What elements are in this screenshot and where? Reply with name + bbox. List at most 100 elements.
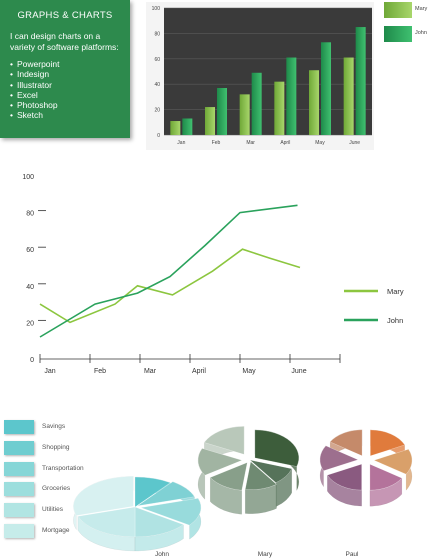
legend-swatch [4, 482, 34, 497]
y-tick-label: 40 [26, 284, 34, 291]
legend-label: Utilities [42, 506, 63, 514]
legend-label-john: John [415, 30, 427, 36]
pie-slice [244, 461, 278, 490]
bar-mary [309, 70, 319, 135]
x-tick-label: April [192, 368, 206, 375]
pie-slice [370, 429, 406, 457]
bar-chart: 0 20 40 60 80 100 Jan Feb Mar April May June [152, 6, 372, 146]
pie-slice [134, 506, 185, 538]
y-tick-label: 100 [152, 6, 161, 12]
bar-john [321, 42, 331, 135]
legend-item-mortgage: Mortgage [4, 523, 104, 538]
legend-label-mary: Mary [415, 6, 428, 12]
bar-john [182, 118, 193, 135]
x-tick-label: Mar [144, 368, 157, 375]
plot-area [164, 8, 372, 135]
bar-john [355, 27, 366, 135]
legend-swatch-mary [384, 2, 412, 18]
x-tick-label: Jan [44, 368, 55, 375]
list-item: Indesign [10, 69, 130, 79]
x-tick-label: June [291, 368, 306, 375]
bar-mary [170, 121, 181, 135]
y-tick-label: 60 [154, 57, 160, 63]
pie-slice [329, 429, 363, 457]
line-john [39, 204, 298, 338]
pie-label-paul: Paul [345, 551, 359, 558]
list-item: Photoshop [10, 100, 130, 110]
bar-john [251, 72, 262, 135]
bar-mary [205, 107, 215, 135]
x-tick-label: June [349, 140, 360, 146]
legend-label-mary: Mary [387, 287, 404, 296]
legend-item-groceries: Groceries [4, 482, 104, 497]
pie-slice [326, 463, 362, 491]
x-tick-label: Jan [177, 140, 185, 146]
x-tick-label: Feb [212, 140, 221, 146]
bar-mary [274, 81, 285, 135]
y-tick-label: 80 [154, 31, 160, 37]
legend-label: Savings [42, 423, 66, 430]
x-tick-label: April [280, 140, 290, 146]
pie-john [73, 476, 202, 552]
pie-slice [137, 481, 195, 507]
pie-slice [134, 476, 171, 508]
pie-label-john: John [155, 551, 169, 558]
legend-swatch [4, 440, 34, 455]
bar-mary [343, 57, 354, 135]
bar-john [286, 57, 297, 135]
card-title: GRAPHS & CHARTS [17, 10, 113, 21]
legend-swatch [4, 503, 34, 518]
pie-category-legend: Savings Shopping Transportation Grocerie… [4, 420, 104, 545]
legend-item-savings: Savings [4, 420, 104, 434]
line-chart: 0 20 40 60 80 100 Jan Feb Mar April May June Mary Joh… [22, 174, 404, 375]
legend-label: Groceries [42, 485, 71, 493]
bar-mary [239, 94, 250, 135]
pie-slice [203, 426, 245, 455]
software-list: Powerpoint Indesign Illustrator Excel Ph… [10, 59, 130, 121]
legend-label: Shopping [42, 443, 70, 451]
y-tick-label: 60 [26, 247, 34, 254]
y-tick-label: 20 [26, 320, 34, 327]
pie-slice [319, 445, 359, 472]
pie-slice [73, 476, 134, 516]
x-tick-label: May [315, 140, 325, 146]
legend-swatch [4, 420, 34, 434]
legend-item-shopping: Shopping [4, 440, 104, 455]
pie-slice [77, 506, 136, 538]
list-item: Sketch [10, 110, 130, 120]
bar-chart-panel: 0 20 40 60 80 100 Jan Feb Mar April May June [146, 2, 374, 150]
list-item: Excel [10, 90, 130, 100]
pie-slice [209, 462, 248, 491]
legend-swatch [4, 523, 34, 538]
y-tick-label: 40 [154, 82, 160, 88]
pie-paul [319, 429, 413, 507]
pie-slice [373, 448, 413, 475]
y-tick-label: 100 [22, 174, 34, 181]
pie-slice [369, 463, 403, 491]
pie-slice [197, 448, 243, 476]
pie-slice [139, 498, 202, 526]
pie-slice [254, 429, 299, 467]
legend-label: Transportation [42, 464, 84, 472]
x-tick-label: May [242, 368, 256, 375]
y-tick-label: 20 [154, 108, 160, 114]
line-mary [39, 248, 301, 324]
bar-chart-legend: Mary John [384, 0, 432, 48]
x-tick-label: Feb [94, 368, 106, 375]
legend-item-john: John [384, 24, 432, 44]
legend-label-john: John [387, 316, 403, 325]
y-tick-label: 80 [26, 211, 34, 218]
y-tick-label: 0 [30, 357, 34, 364]
pie-slice [249, 459, 293, 483]
legend-swatch [4, 461, 34, 476]
list-item: Powerpoint [10, 59, 130, 69]
y-tick-label: 0 [157, 133, 160, 139]
legend-item-mary: Mary [384, 0, 432, 20]
bar-john [217, 88, 227, 135]
pie-mary [197, 426, 300, 515]
pie-charts: John Mary Paul [73, 426, 413, 558]
legend-label: Mortgage [42, 526, 70, 534]
legend-item-transportation: Transportation [4, 461, 104, 476]
pie-label-mary: Mary [258, 551, 273, 558]
legend-swatch-john [384, 26, 412, 42]
